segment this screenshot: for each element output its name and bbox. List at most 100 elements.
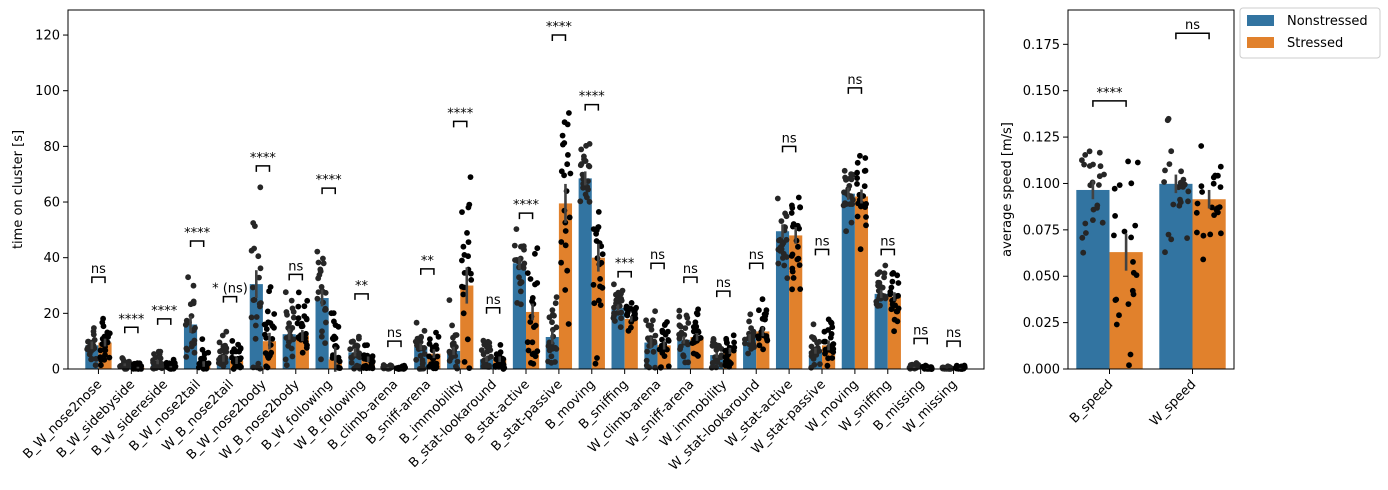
- data-point: [1199, 189, 1205, 195]
- data-point: [369, 354, 375, 361]
- data-point: [665, 338, 672, 344]
- significance-bracket: [584, 103, 600, 111]
- data-point: [518, 279, 525, 286]
- y-tick-label: 40: [43, 251, 60, 266]
- data-point: [106, 330, 113, 337]
- data-point: [582, 191, 589, 198]
- data-point: [185, 274, 192, 281]
- significance-label: ****: [1097, 86, 1124, 101]
- data-point: [467, 174, 474, 181]
- data-point: [421, 327, 428, 334]
- data-point: [1217, 184, 1224, 191]
- data-point: [466, 365, 473, 371]
- data-point: [452, 332, 459, 339]
- data-point: [347, 346, 354, 353]
- data-point: [421, 351, 428, 357]
- data-point: [102, 352, 108, 358]
- data-point: [283, 309, 290, 315]
- data-point: [597, 302, 604, 308]
- data-point: [1079, 157, 1085, 164]
- data-point: [1126, 362, 1132, 369]
- significance-bracket: [189, 240, 205, 247]
- data-point: [684, 341, 691, 348]
- data-point: [315, 275, 322, 282]
- data-point: [258, 300, 264, 306]
- data-point: [783, 236, 790, 243]
- data-point: [1096, 182, 1102, 188]
- data-point: [1168, 148, 1175, 155]
- data-point: [295, 303, 302, 310]
- data-point: [198, 355, 204, 362]
- significance-bracket: [354, 293, 369, 300]
- significance-label: ns: [913, 323, 928, 338]
- significance-label: * (ns): [212, 282, 248, 297]
- data-point: [558, 239, 565, 245]
- data-point: [747, 311, 754, 318]
- data-point: [516, 274, 522, 281]
- data-point: [795, 255, 802, 262]
- data-point: [98, 362, 104, 369]
- y-tick-label: 0.025: [1023, 316, 1060, 331]
- data-point: [1128, 234, 1134, 241]
- data-point: [545, 343, 552, 349]
- data-point: [825, 316, 832, 323]
- data-point: [86, 351, 93, 358]
- data-point: [694, 311, 701, 318]
- data-point: [336, 358, 343, 365]
- data-point: [690, 328, 697, 335]
- data-point: [1170, 201, 1177, 208]
- data-point: [730, 332, 737, 339]
- data-point: [101, 333, 108, 340]
- data-point: [625, 327, 632, 334]
- data-point: [1129, 287, 1136, 294]
- data-point: [318, 284, 325, 290]
- data-point: [303, 316, 310, 323]
- data-point: [1217, 163, 1224, 170]
- data-point: [262, 350, 269, 356]
- data-point: [459, 257, 465, 264]
- data-point: [558, 168, 565, 175]
- data-point: [484, 363, 491, 370]
- legend-swatch-stressed: [1247, 37, 1274, 48]
- data-point: [261, 321, 268, 328]
- data-point: [889, 271, 896, 277]
- data-point: [677, 343, 684, 350]
- data-point: [413, 319, 420, 326]
- data-point: [150, 359, 157, 366]
- data-point: [487, 347, 494, 353]
- data-point: [1185, 198, 1191, 205]
- data-point: [594, 355, 600, 361]
- data-point: [269, 323, 276, 329]
- data-point: [99, 319, 106, 326]
- data-point: [957, 364, 964, 371]
- data-point: [561, 140, 568, 146]
- data-point: [1116, 312, 1122, 319]
- data-point: [263, 363, 270, 370]
- data-point: [874, 271, 881, 277]
- y-tick-label: 0.125: [1023, 131, 1060, 146]
- significance-label: ns: [716, 276, 731, 291]
- data-point: [597, 283, 603, 290]
- data-point: [652, 308, 658, 315]
- y-tick-label: 0.000: [1023, 363, 1060, 378]
- data-point: [854, 169, 860, 176]
- data-point: [759, 296, 766, 303]
- data-point: [460, 310, 467, 317]
- data-point: [895, 280, 902, 286]
- data-point: [183, 354, 190, 360]
- data-point: [1132, 222, 1139, 229]
- data-point: [1162, 249, 1168, 256]
- data-point: [559, 132, 566, 139]
- data-point: [532, 250, 538, 257]
- data-point: [323, 319, 329, 326]
- data-point: [529, 295, 536, 301]
- data-point: [518, 301, 524, 308]
- data-point: [92, 362, 99, 369]
- legend-swatch-nonstressed: [1247, 15, 1274, 26]
- data-point: [854, 175, 860, 182]
- significance-label: **: [421, 254, 435, 269]
- data-point: [322, 289, 329, 296]
- axes-frame: [1067, 9, 1235, 370]
- y-tick-label: 0.100: [1023, 177, 1060, 192]
- data-point: [1082, 220, 1089, 227]
